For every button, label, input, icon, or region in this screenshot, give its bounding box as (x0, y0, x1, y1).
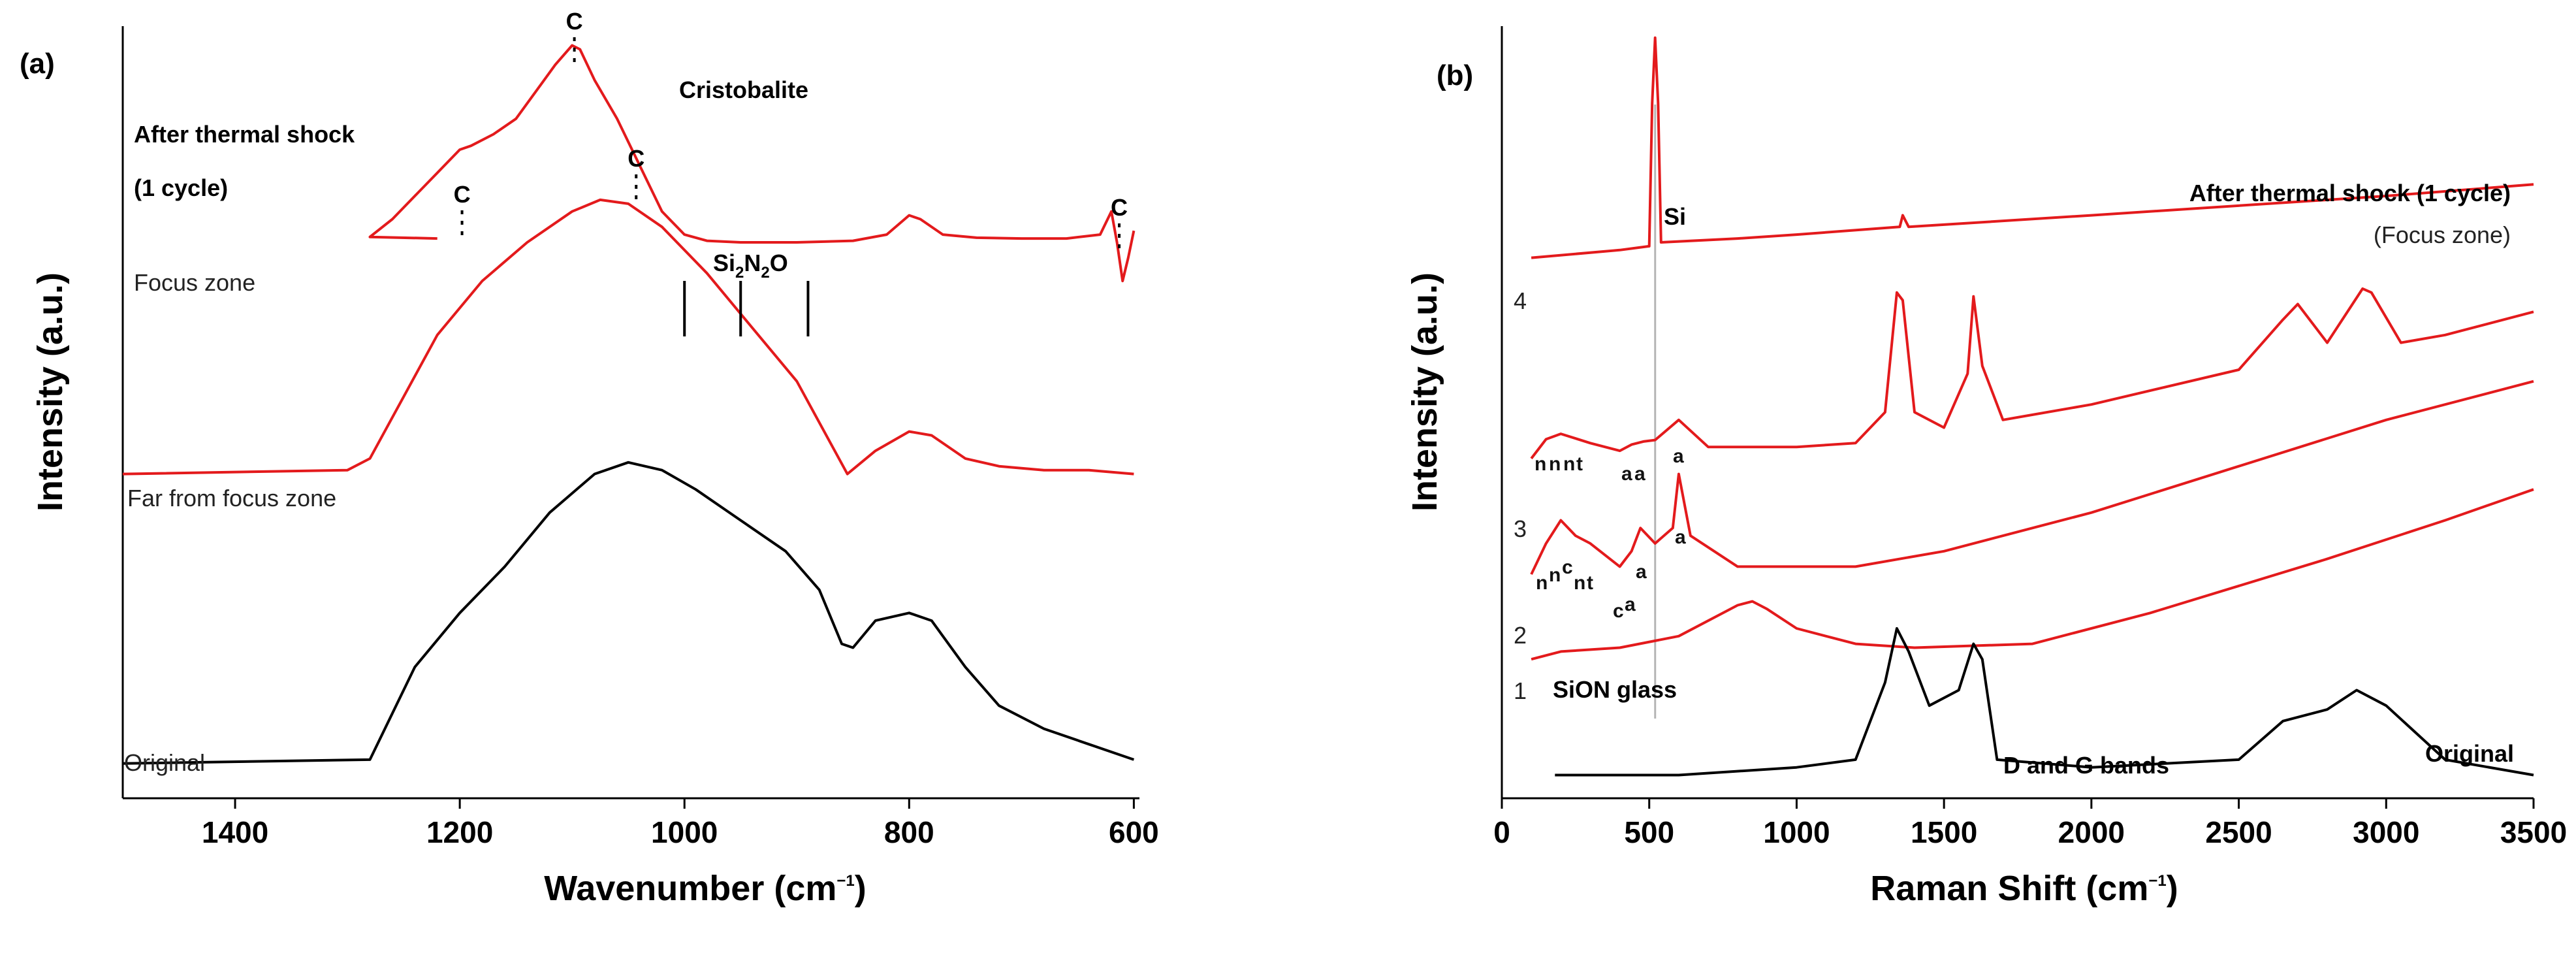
trace3-letter-4: t (1576, 453, 1583, 475)
panel-a-x-axis-title: Wavenumber (cm−1) (544, 869, 866, 908)
panel-a-label: (a) (20, 48, 55, 80)
far-from-focus-zone-label: Far from focus zone (127, 485, 336, 511)
panel-b-label: (b) (1437, 59, 1473, 91)
c-marker-label: C (566, 8, 583, 35)
trace3-letter-6: a (1634, 463, 1646, 485)
panel-b-y-axis-title: Intensity (a.u.) (1405, 272, 1444, 511)
panel-b-series (1530, 36, 2534, 777)
trace2-letter-7: a (1625, 594, 1636, 615)
x-tick-label: 1000 (651, 815, 718, 849)
panel-a-chart: (a) Intensity (a.u.) Wavenumber (cm−1) 1… (20, 8, 1159, 908)
panel-a-axes (121, 26, 1139, 800)
series-line-3 (1530, 287, 2534, 460)
x-tick-label: 600 (1109, 815, 1159, 849)
panel-b-chart: (b) Intensity (a.u.) Raman Shift (cm−1) … (1405, 26, 2567, 908)
trace2-letter-6: c (1613, 600, 1624, 622)
trace2-letter-8: a (1636, 561, 1647, 583)
c-marker-label: C (1111, 194, 1128, 221)
panel-a-y-axis-title: Intensity (a.u.) (31, 272, 70, 511)
x-tick-label: 1400 (202, 815, 268, 849)
trace2-letter-5: t (1587, 572, 1593, 594)
si-peak-label: Si (1664, 203, 1686, 230)
legend-title-line1: After thermal shock (134, 121, 355, 148)
legend-title-line2: (1 cycle) (134, 174, 228, 201)
x-tick-label: 2500 (2205, 815, 2272, 849)
si2n2o-marks (683, 281, 810, 336)
x-tick-label: 2000 (2058, 815, 2125, 849)
d-and-g-bands-label: D and G bands (2003, 752, 2169, 779)
panel-a-series (122, 44, 1136, 765)
original-label-b: Original (2425, 740, 2514, 767)
series-line-4 (1531, 36, 2534, 259)
x-tick-label: 1200 (426, 815, 493, 849)
x-tick-label: 800 (884, 815, 934, 849)
trace2-letter-1: n (1536, 572, 1548, 594)
panel-b-axes (1501, 26, 2534, 800)
x-tick-label: 500 (1624, 815, 1674, 849)
cristobalite-label: Cristobalite (679, 76, 808, 103)
panel-b-x-axis-title: Raman Shift (cm−1) (1870, 869, 2178, 908)
si2n2o-label: Si2N2O (713, 250, 788, 282)
series-line-1 (1531, 488, 2534, 661)
original-label-a: Original (124, 749, 205, 776)
x-tick-label: 3000 (2353, 815, 2419, 849)
trace2-letter-4: n (1574, 572, 1585, 594)
trace3-letter-5: a (1621, 463, 1632, 485)
cristobalite-markers: C C C C (454, 8, 1128, 255)
series-line-original (1555, 627, 2534, 777)
trace-number-1: 1 (1514, 677, 1527, 704)
series-line-original (122, 461, 1135, 765)
c-marker-label: C (454, 181, 471, 208)
focus-zone-label: Focus zone (134, 269, 255, 296)
trace2-letter-2: n (1549, 564, 1561, 586)
panel-b-title-line2: (Focus zone) (2374, 221, 2511, 248)
x-tick-label: 1000 (1763, 815, 1830, 849)
series-line-2 (1530, 380, 2534, 576)
trace-number-2: 2 (1514, 622, 1527, 649)
trace3-letter-7: a (1673, 446, 1684, 467)
trace3-letter-3: n (1563, 453, 1575, 475)
x-tick-label: 1500 (1911, 815, 1977, 849)
panel-a-x-ticks: 1400 1200 1000 800 600 (202, 798, 1159, 849)
trace3-letter-2: n (1549, 453, 1561, 475)
x-tick-label: 0 (1493, 815, 1510, 849)
sion-glass-label: SiON glass (1553, 676, 1677, 703)
trace2-letter-9: a (1675, 527, 1686, 548)
trace2-letter-3: c (1562, 557, 1573, 578)
panel-b-title-line1: After thermal shock (1 cycle) (2189, 180, 2511, 206)
panel-b-x-ticks: 0 500 1000 1500 2000 2500 3000 3500 (1493, 798, 2567, 849)
trace-number-3: 3 (1514, 515, 1527, 542)
trace-number-4: 4 (1514, 287, 1527, 314)
c-marker-label: C (628, 145, 644, 172)
x-tick-label: 3500 (2500, 815, 2567, 849)
series-line-far-from-focus-zone (122, 198, 1134, 476)
series-line-focus-zone (368, 44, 1136, 283)
trace3-letter-1: n (1534, 453, 1546, 475)
